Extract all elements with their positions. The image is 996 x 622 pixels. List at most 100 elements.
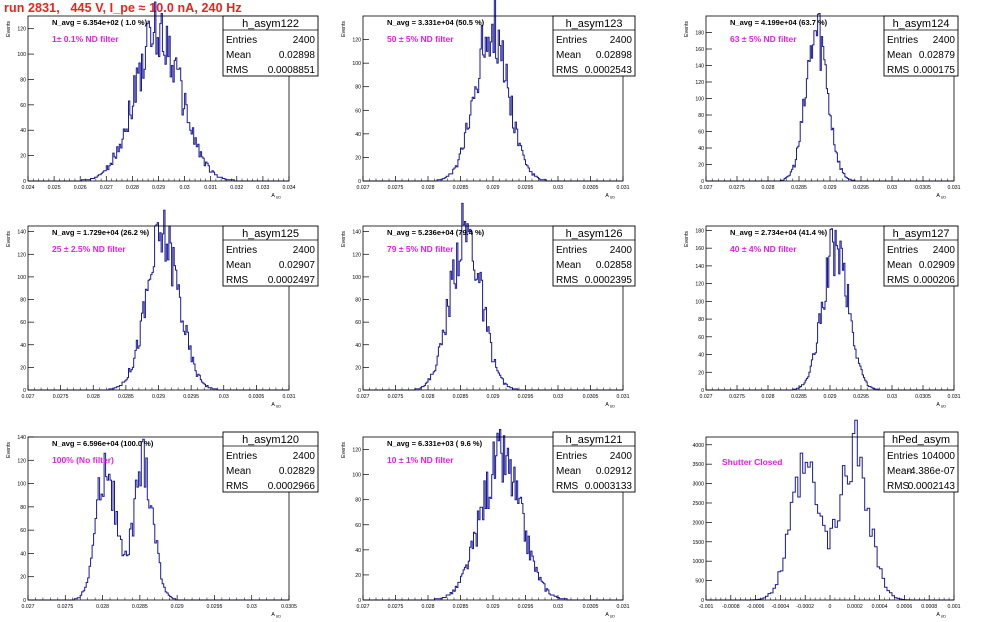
x-tick-label: 0.0285 [118, 394, 134, 400]
x-tick-label: 0.03 [180, 185, 190, 191]
y-tick-label: 140 [17, 230, 26, 236]
x-tick-label: 0.027 [700, 394, 713, 400]
x-tick-label: 0.0285 [453, 394, 469, 400]
histogram-name: h_asym125 [242, 228, 299, 240]
stats-value: 2400 [610, 245, 633, 256]
stats-value: 2400 [293, 451, 316, 462]
y-tick-label: 40 [355, 132, 361, 138]
x-tick-label: -0.0002 [796, 604, 814, 610]
stats-value: 2400 [293, 245, 316, 256]
stats-value: 0.0002395 [585, 275, 633, 286]
y-axis-title: Events [341, 231, 347, 247]
stats-value: 0.000175 [913, 65, 955, 76]
histogram-panel-hPed_asym: -0.001 -0.0008 -0.0006 -0.0004 -0.0002 0 0.000… [692, 419, 961, 619]
navg-text: N_avg = 1.729e+04 (26.2 %) [52, 228, 150, 237]
stats-value: -4.386e-07 [907, 466, 956, 477]
x-tick-label: 0.0295 [518, 394, 534, 400]
filter-text: 40 ± 4% ND filter [730, 244, 797, 254]
x-axis-title: AUD [271, 612, 281, 619]
y-tick-label: 3500 [692, 462, 704, 468]
stats-box [552, 431, 636, 493]
x-tick-label: 0.028 [96, 604, 109, 610]
y-tick-label: 120 [352, 252, 361, 258]
x-tick-label: 0.0002 [847, 604, 863, 610]
y-tick-label: 40 [698, 353, 704, 359]
stats-label: Mean [556, 50, 581, 61]
stats-value: 0.0002543 [585, 65, 633, 76]
navg-text: N_avg = 3.331e+04 (50.5 %) [387, 18, 485, 27]
x-tick-label: 0.031 [283, 394, 296, 400]
x-tick-label: 0.0285 [791, 185, 807, 191]
stats-label: RMS [887, 481, 910, 492]
y-tick-label: 120 [17, 27, 26, 33]
stats-value: 0.0002966 [268, 481, 316, 492]
filter-text: 63 ± 5% ND filter [730, 34, 797, 44]
y-tick-label: 160 [695, 246, 704, 252]
y-axis-title: Events [684, 231, 690, 247]
y-tick-label: 120 [352, 448, 361, 454]
y-axis-title: Events [341, 442, 347, 458]
y-tick-label: 120 [695, 282, 704, 288]
stats-value: 0.0003133 [585, 481, 633, 492]
y-tick-label: 60 [355, 108, 361, 114]
x-tick-label: 0.027 [22, 604, 35, 610]
y-tick-label: 4000 [692, 443, 704, 449]
x-tick-label: 0.029 [487, 185, 500, 191]
filter-text: Shutter Closed [722, 457, 782, 467]
stats-box [222, 225, 319, 287]
stats-label: RMS [556, 65, 579, 76]
stats-label: Mean [226, 260, 251, 271]
stats-value: 0.02898 [596, 50, 633, 61]
stats-value: 0.02907 [279, 260, 316, 271]
stats-value: 0.0002143 [908, 481, 956, 492]
histogram-line [706, 419, 954, 601]
x-tick-label: 0.03 [887, 394, 897, 400]
y-tick-label: 40 [20, 343, 26, 349]
filter-text: 25 ± 2.5% ND filter [52, 244, 126, 254]
stats-label: Entries [887, 245, 918, 256]
stats-label: Entries [226, 451, 257, 462]
histogram-name: h_asym120 [242, 434, 299, 446]
stats-label: Mean [556, 466, 581, 477]
x-tick-label: 0.0275 [729, 394, 745, 400]
x-tick-label: 0.031 [948, 394, 961, 400]
x-tick-label: 0.0295 [853, 185, 869, 191]
stats-label: RMS [887, 275, 910, 286]
x-tick-label: 0.032 [230, 185, 243, 191]
stats-value: 0.0002497 [268, 275, 316, 286]
histogram-panel-h_asym127: 0.027 0.0275 0.028 0.0285 0.029 0.0295 0.03 0.0… [684, 225, 961, 409]
y-tick-label: 100 [352, 473, 361, 479]
x-axis-title: AUD [936, 612, 946, 619]
x-tick-label: 0.0275 [388, 604, 404, 610]
stats-label: Mean [556, 260, 581, 271]
x-tick-label: 0.027 [700, 185, 713, 191]
x-tick-label: 0.0305 [915, 394, 931, 400]
x-tick-label: 0.027 [357, 394, 370, 400]
stats-box [883, 15, 959, 77]
stats-label: Entries [556, 35, 587, 46]
y-tick-label: 40 [20, 128, 26, 134]
x-tick-label: 0.028 [762, 185, 775, 191]
x-tick-label: 0.0305 [583, 394, 599, 400]
y-tick-label: 0 [701, 598, 704, 604]
y-tick-label: 60 [698, 335, 704, 341]
y-tick-label: 60 [355, 320, 361, 326]
y-tick-label: 40 [355, 548, 361, 554]
y-tick-label: 120 [352, 38, 361, 44]
y-axis-title: Events [6, 231, 12, 247]
navg-text: N_avg = 2.734e+04 (41.4 %) [730, 228, 828, 237]
y-tick-label: 120 [17, 458, 26, 464]
stats-value: 0.000206 [913, 275, 955, 286]
x-tick-label: 0.03 [553, 394, 563, 400]
x-tick-label: 0.024 [22, 185, 35, 191]
x-axis-title: AUD [936, 402, 946, 409]
stats-label: Entries [887, 451, 918, 462]
y-tick-label: 20 [698, 163, 704, 169]
y-tick-label: 80 [20, 505, 26, 511]
x-axis-title: AUD [936, 193, 946, 200]
stats-box [552, 15, 636, 77]
x-tick-label: 0.029 [152, 185, 165, 191]
y-axis-title: Events [684, 21, 690, 37]
stats-box [883, 431, 959, 493]
x-axis-title: AUD [605, 402, 615, 409]
